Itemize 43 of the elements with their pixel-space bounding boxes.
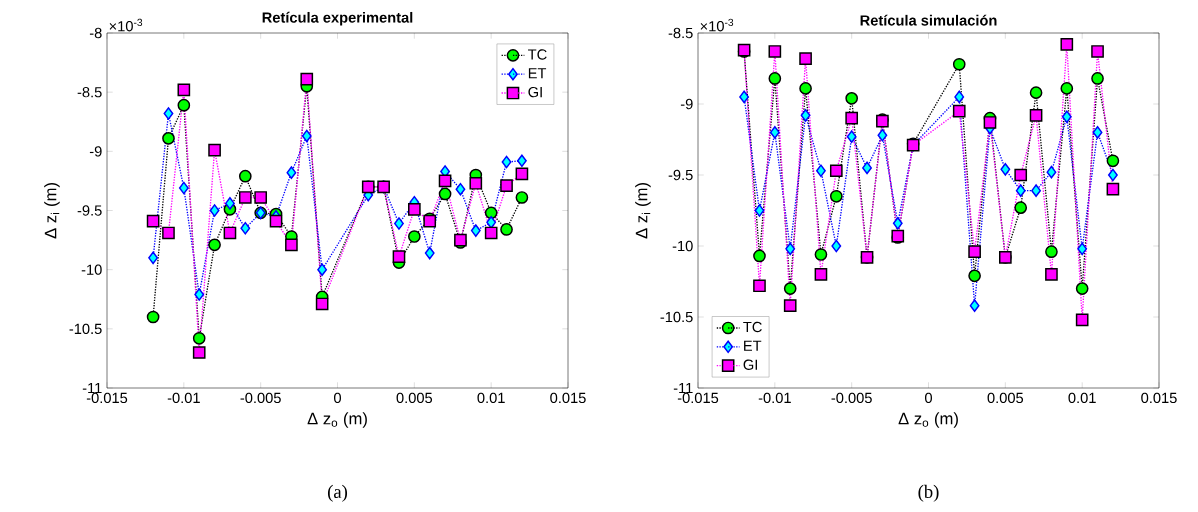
x-tick-label: 0.015 xyxy=(1141,392,1177,404)
text: ×10$^{-3}$ xyxy=(700,18,734,32)
text: ×10$^{-3}$ xyxy=(109,18,143,32)
x-tick-label: 0.005 xyxy=(987,392,1024,404)
y-tick-label: -10.5 xyxy=(69,323,102,335)
x-tick-label: 0.01 xyxy=(477,392,505,404)
y-tick-label: -11 xyxy=(673,382,693,394)
x-tick-label: -0.015 xyxy=(677,392,719,404)
y-axis-title: Δ z$_{i}$ (m) xyxy=(44,183,60,239)
y-tick-label: -9 xyxy=(89,146,102,157)
x-tick-label: -0.01 xyxy=(758,392,791,404)
legend-label: TC xyxy=(528,49,547,60)
y-tick-label: -8.5 xyxy=(668,27,693,39)
text: (b) xyxy=(918,484,939,502)
x-tick-label: 0.015 xyxy=(550,392,586,404)
chart-title: Retícula simulación xyxy=(860,14,997,26)
y-tick-label: -10 xyxy=(672,240,693,252)
y-tick-label: -8 xyxy=(89,27,102,39)
text: (a) xyxy=(327,484,348,502)
legend-label: GI xyxy=(743,359,757,370)
x-tick-label: 0.005 xyxy=(396,392,433,404)
y-tick-label: -9.5 xyxy=(668,169,693,181)
x-tick-label: -0.01 xyxy=(167,392,200,404)
chart-title: Retícula experimental xyxy=(262,11,413,26)
y-tick-label: -9 xyxy=(680,98,693,110)
x-tick-label: -0.005 xyxy=(831,392,872,404)
x-tick-label: -0.005 xyxy=(240,392,281,404)
x-tick-label: 0 xyxy=(924,392,932,404)
y-axis-title: Δ z$_{i}$ (m) xyxy=(635,183,651,239)
y-tick-label: -10.5 xyxy=(660,311,693,323)
legend-label: TC xyxy=(743,321,762,333)
y-tick-label: -9.5 xyxy=(77,205,102,216)
y-tick-label: -8.5 xyxy=(77,86,102,98)
x-tick-label: 0.01 xyxy=(1068,392,1096,404)
y-tick-label: -10 xyxy=(81,264,102,275)
x-axis-title: Δ z$_{o}$ (m) xyxy=(307,412,367,428)
legend-label: GI xyxy=(528,86,542,98)
legend-label: ET xyxy=(528,68,547,79)
x-axis-title: Δ z$_{o}$ (m) xyxy=(898,412,958,428)
y-tick-label: -11 xyxy=(82,382,102,394)
legend-label: ET xyxy=(744,340,762,351)
x-tick-label: 0 xyxy=(333,392,341,404)
x-tick-label: -0.015 xyxy=(86,392,128,404)
